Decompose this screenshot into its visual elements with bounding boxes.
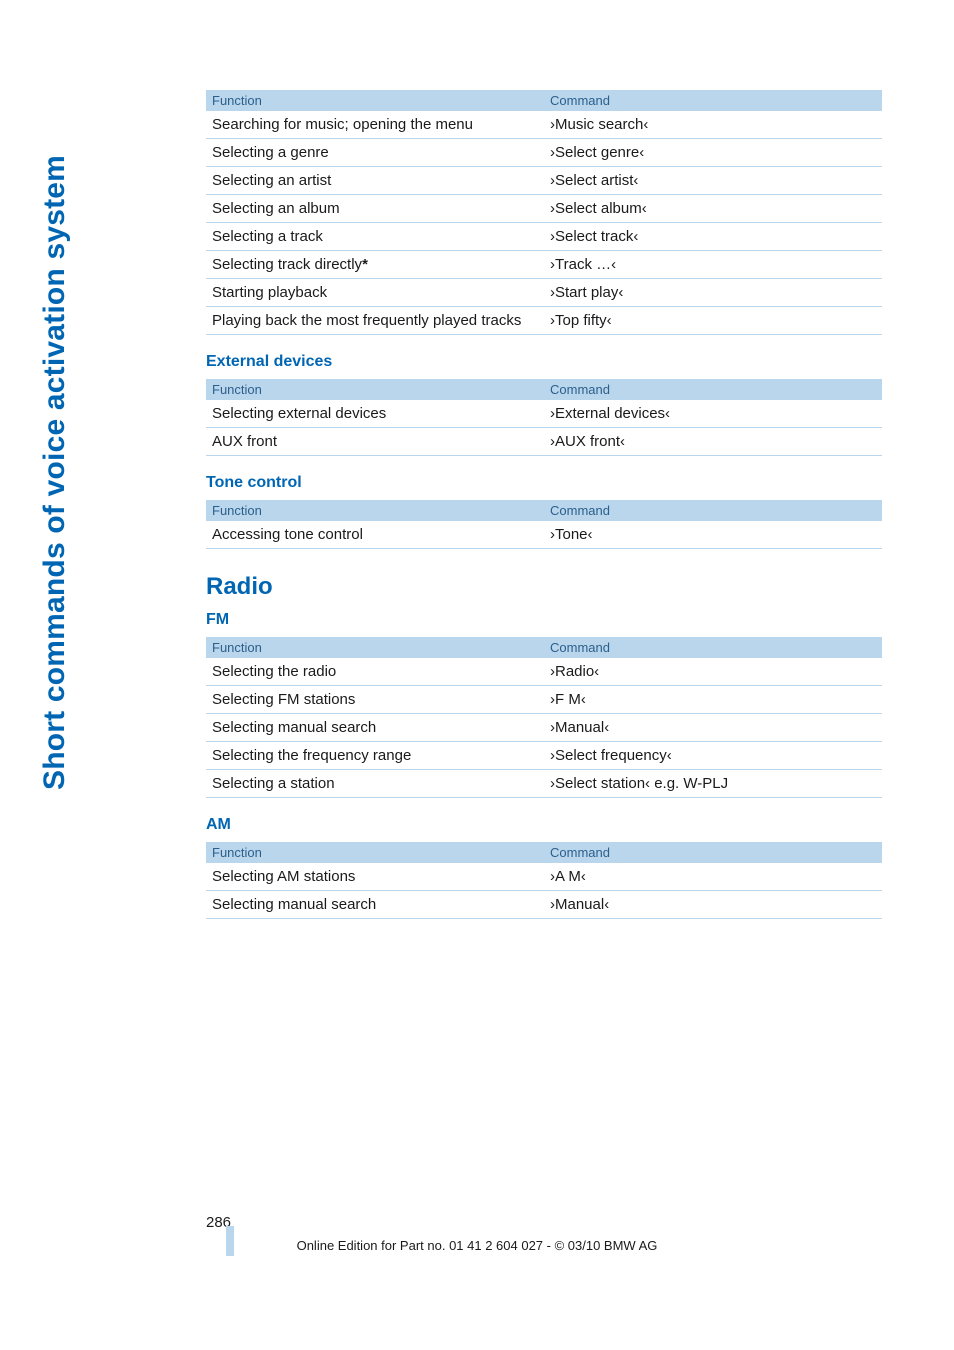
table-row: Selecting the frequency range›Select fre… <box>206 742 882 770</box>
cell-function: Selecting track directly* <box>206 251 544 279</box>
cell-function: Selecting a track <box>206 223 544 251</box>
cell-command: ›F M‹ <box>544 686 882 714</box>
fm-heading: FM <box>206 611 882 629</box>
cell-function: Selecting an album <box>206 195 544 223</box>
cell-command: ›External devices‹ <box>544 400 882 428</box>
col-command: Command <box>544 90 882 111</box>
cell-command: ›Manual‹ <box>544 891 882 919</box>
table-row: Selecting a station›Select station‹ e.g.… <box>206 770 882 798</box>
table-row: Selecting manual search›Manual‹ <box>206 714 882 742</box>
cell-function: Selecting an artist <box>206 167 544 195</box>
cell-function: Selecting manual search <box>206 714 544 742</box>
cell-command: ›Select station‹ e.g. W-PLJ <box>544 770 882 798</box>
table-row: Starting playback›Start play‹ <box>206 279 882 307</box>
side-rotated-title-text: Short commands of voice activation syste… <box>38 70 72 790</box>
table-row: Selecting a genre›Select genre‹ <box>206 139 882 167</box>
cell-function: Selecting AM stations <box>206 863 544 891</box>
col-function: Function <box>206 90 544 111</box>
cell-function: Selecting FM stations <box>206 686 544 714</box>
col-function: Function <box>206 842 544 863</box>
col-function: Function <box>206 500 544 521</box>
cell-function: Selecting a station <box>206 770 544 798</box>
footer-text: Online Edition for Part no. 01 41 2 604 … <box>0 1238 954 1253</box>
table-row: Playing back the most frequently played … <box>206 307 882 335</box>
table-row: AUX front›AUX front‹ <box>206 428 882 456</box>
cell-command: ›Radio‹ <box>544 658 882 686</box>
cell-function: Selecting external devices <box>206 400 544 428</box>
table-row: Selecting AM stations›A M‹ <box>206 863 882 891</box>
col-command: Command <box>544 842 882 863</box>
cell-command: ›Select album‹ <box>544 195 882 223</box>
cell-function: Accessing tone control <box>206 521 544 549</box>
fm-table: Function Command Selecting the radio›Rad… <box>206 637 882 798</box>
cell-command: ›AUX front‹ <box>544 428 882 456</box>
cell-function: Playing back the most frequently played … <box>206 307 544 335</box>
cell-command: ›Music search‹ <box>544 111 882 139</box>
cell-function: AUX front <box>206 428 544 456</box>
cell-command: ›Select artist‹ <box>544 167 882 195</box>
music-rows: Searching for music; opening the menu›Mu… <box>206 111 882 335</box>
radio-heading: Radio <box>206 573 882 601</box>
tone-control-heading: Tone control <box>206 474 882 492</box>
cell-function: Selecting the radio <box>206 658 544 686</box>
cell-command: ›Top fifty‹ <box>544 307 882 335</box>
table-row: Selecting the radio›Radio‹ <box>206 658 882 686</box>
external-devices-heading: External devices <box>206 353 882 371</box>
table-row: Selecting an album›Select album‹ <box>206 195 882 223</box>
cell-function: Searching for music; opening the menu <box>206 111 544 139</box>
cell-command: ›Tone‹ <box>544 521 882 549</box>
cell-command: ›A M‹ <box>544 863 882 891</box>
tone-table: Function Command Accessing tone control›… <box>206 500 882 549</box>
table-row: Accessing tone control›Tone‹ <box>206 521 882 549</box>
am-rows: Selecting AM stations›A M‹Selecting manu… <box>206 863 882 919</box>
cell-function: Selecting manual search <box>206 891 544 919</box>
table-row: Selecting an artist›Select artist‹ <box>206 167 882 195</box>
fm-rows: Selecting the radio›Radio‹Selecting FM s… <box>206 658 882 798</box>
music-table: Function Command Searching for music; op… <box>206 90 882 335</box>
table-row: Selecting track directly*›Track …‹ <box>206 251 882 279</box>
table-row: Selecting FM stations›F M‹ <box>206 686 882 714</box>
cell-function: Selecting the frequency range <box>206 742 544 770</box>
external-table: Function Command Selecting external devi… <box>206 379 882 456</box>
cell-function: Selecting a genre <box>206 139 544 167</box>
col-function: Function <box>206 637 544 658</box>
cell-command: ›Select genre‹ <box>544 139 882 167</box>
table-row: Selecting a track›Select track‹ <box>206 223 882 251</box>
am-heading: AM <box>206 816 882 834</box>
table-row: Selecting external devices›External devi… <box>206 400 882 428</box>
col-function: Function <box>206 379 544 400</box>
cell-function: Starting playback <box>206 279 544 307</box>
cell-command: ›Manual‹ <box>544 714 882 742</box>
tone-rows: Accessing tone control›Tone‹ <box>206 521 882 549</box>
cell-command: ›Track …‹ <box>544 251 882 279</box>
table-row: Searching for music; opening the menu›Mu… <box>206 111 882 139</box>
col-command: Command <box>544 379 882 400</box>
cell-command: ›Select track‹ <box>544 223 882 251</box>
table-row: Selecting manual search›Manual‹ <box>206 891 882 919</box>
side-rotated-title: Short commands of voice activation syste… <box>38 90 78 810</box>
cell-command: ›Select frequency‹ <box>544 742 882 770</box>
external-rows: Selecting external devices›External devi… <box>206 400 882 456</box>
cell-command: ›Start play‹ <box>544 279 882 307</box>
main-content: Function Command Searching for music; op… <box>206 90 882 919</box>
col-command: Command <box>544 637 882 658</box>
col-command: Command <box>544 500 882 521</box>
am-table: Function Command Selecting AM stations›A… <box>206 842 882 919</box>
